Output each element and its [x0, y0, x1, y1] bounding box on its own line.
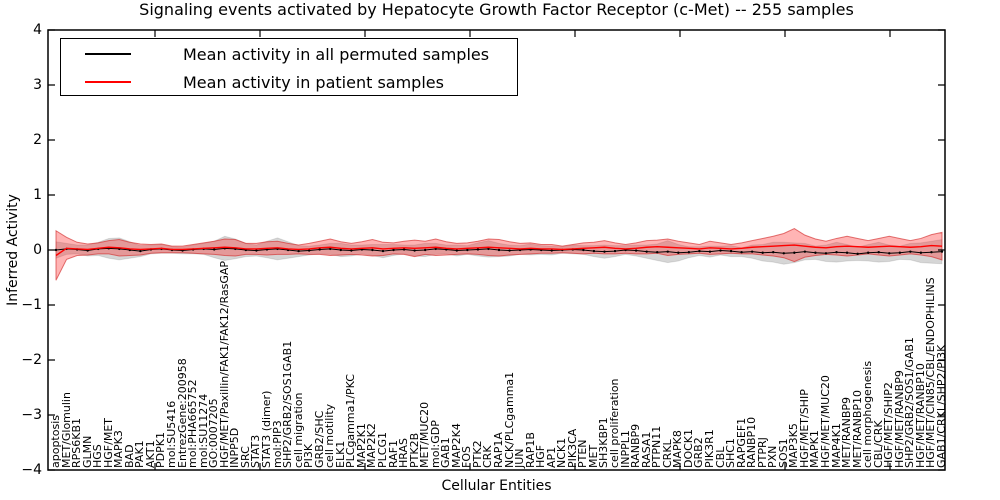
- y-tick-label: 0: [33, 242, 42, 258]
- legend-line-red-icon: [85, 81, 131, 83]
- legend-entry-permuted: Mean activity in all permuted samples: [61, 41, 517, 67]
- y-tick-label: 1: [33, 187, 42, 203]
- x-tick-label: GAB1/CRKL/SHP2/PI3K: [935, 344, 948, 468]
- legend-line-black-icon: [85, 53, 131, 55]
- y-tick-label: 4: [33, 22, 42, 38]
- y-tick-label: 2: [33, 132, 42, 148]
- legend-label-patient: Mean activity in patient samples: [183, 72, 444, 92]
- x-axis-label: Cellular Entities: [441, 478, 552, 494]
- y-tick-label: −1: [21, 297, 42, 313]
- legend-label-permuted: Mean activity in all permuted samples: [183, 44, 490, 64]
- y-tick-label: −3: [21, 407, 42, 423]
- legend-entry-patient: Mean activity in patient samples: [61, 69, 517, 95]
- y-tick-label: 3: [33, 77, 42, 93]
- y-tick-label: −2: [21, 352, 42, 368]
- chart-title: Signaling events activated by Hepatocyte…: [139, 0, 854, 19]
- y-tick-label: −4: [21, 462, 42, 478]
- legend: Mean activity in all permuted samples Me…: [60, 38, 518, 96]
